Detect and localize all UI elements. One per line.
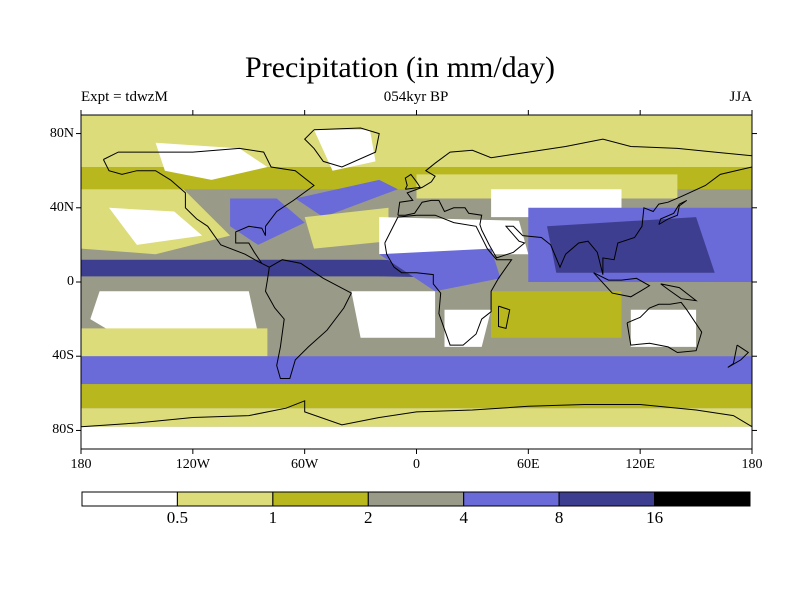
lon-label-3: 0 — [413, 457, 420, 472]
precip-region-indian-ocean-mid — [491, 291, 622, 338]
precip-region-sahara-dry — [379, 217, 529, 255]
precip-bands — [81, 115, 752, 449]
lon-label-1: 120W — [175, 457, 210, 472]
lat-label-4: 80S — [52, 422, 74, 438]
coastline-australia — [626, 301, 703, 354]
coastline-south-america — [264, 259, 352, 379]
precip-region-asia-monsoon-core — [547, 217, 715, 273]
precip-region-north-atlantic-wet — [295, 179, 398, 218]
lat-label-3: 40S — [52, 348, 74, 364]
colorbar-label-4: 8 — [554, 508, 564, 527]
lon-label-5: 120E — [625, 457, 655, 472]
map-field — [81, 115, 752, 449]
lon-label-6: 180 — [741, 457, 763, 472]
colorbar — [81, 491, 751, 507]
colorbar-label-3: 4 — [459, 508, 468, 527]
precip-region-north-pacific-dry — [109, 207, 203, 245]
season-label: JJA — [729, 89, 752, 105]
coastline-greenland — [303, 127, 380, 168]
colorbar-segment-1 — [176, 491, 274, 507]
precip-region-southern-africa-dry — [444, 309, 492, 347]
precip-region-greenland-dry — [314, 129, 376, 171]
colorbar-segment-0 — [81, 491, 178, 507]
lon-label-0: 180 — [70, 457, 92, 472]
coastline-africa — [384, 214, 513, 346]
lat-label-1: 40N — [49, 199, 74, 215]
experiment-label: Expt = tdwzM — [81, 89, 168, 105]
coastline-north-america — [102, 147, 315, 268]
precip-region-africa-wet — [379, 248, 501, 292]
axis-ticks — [76, 110, 757, 454]
lat-label-0: 80N — [49, 125, 74, 141]
lat-label-2: 0 — [67, 274, 74, 289]
colorbar-segment-3 — [367, 491, 465, 507]
colorbar-label-0: 0.5 — [166, 508, 189, 527]
precip-region-south-atlantic-dry — [351, 291, 436, 338]
colorbar-label-2: 2 — [364, 508, 373, 527]
coastline-uk — [404, 173, 422, 190]
coastlines — [81, 127, 752, 428]
precip-region-antarctica-dry — [81, 426, 752, 449]
period-label: 054kyr BP — [383, 89, 449, 105]
precip-region-us-east-wet — [230, 198, 305, 245]
coastline-new-zealand — [727, 344, 750, 368]
lon-label-4: 60E — [517, 457, 540, 472]
colorbar-label-1: 1 — [268, 508, 278, 527]
colorbar-segment-6 — [654, 491, 751, 507]
precip-region-north-atlantic-dry — [304, 207, 389, 249]
precip-region-arctic-band — [81, 115, 752, 167]
precip-region-south-pacific-mid — [81, 328, 268, 357]
precip-region-southern-storm-track — [81, 356, 752, 385]
map-title: Precipitation (in mm/day) — [245, 51, 555, 84]
colorbar-label-5: 16 — [646, 508, 664, 527]
coastline-japan — [658, 199, 688, 225]
coastline-eurasia — [397, 138, 752, 275]
coastline-indonesia — [593, 272, 651, 298]
precip-region-itcz-band — [81, 259, 492, 279]
coastline-new-guinea — [660, 283, 698, 302]
lon-label-2: 60W — [291, 457, 319, 472]
coastline-madagascar — [498, 305, 511, 330]
coastline-antarctica — [81, 400, 752, 428]
colorbar-segment-5 — [558, 491, 655, 507]
precip-region-antarctic-margin — [81, 408, 752, 427]
precip-region-southern-midlat — [81, 384, 752, 409]
colorbar-segment-2 — [272, 491, 369, 507]
precip-region-australia-dry — [630, 309, 697, 347]
colorbar-segment-4 — [463, 491, 560, 507]
